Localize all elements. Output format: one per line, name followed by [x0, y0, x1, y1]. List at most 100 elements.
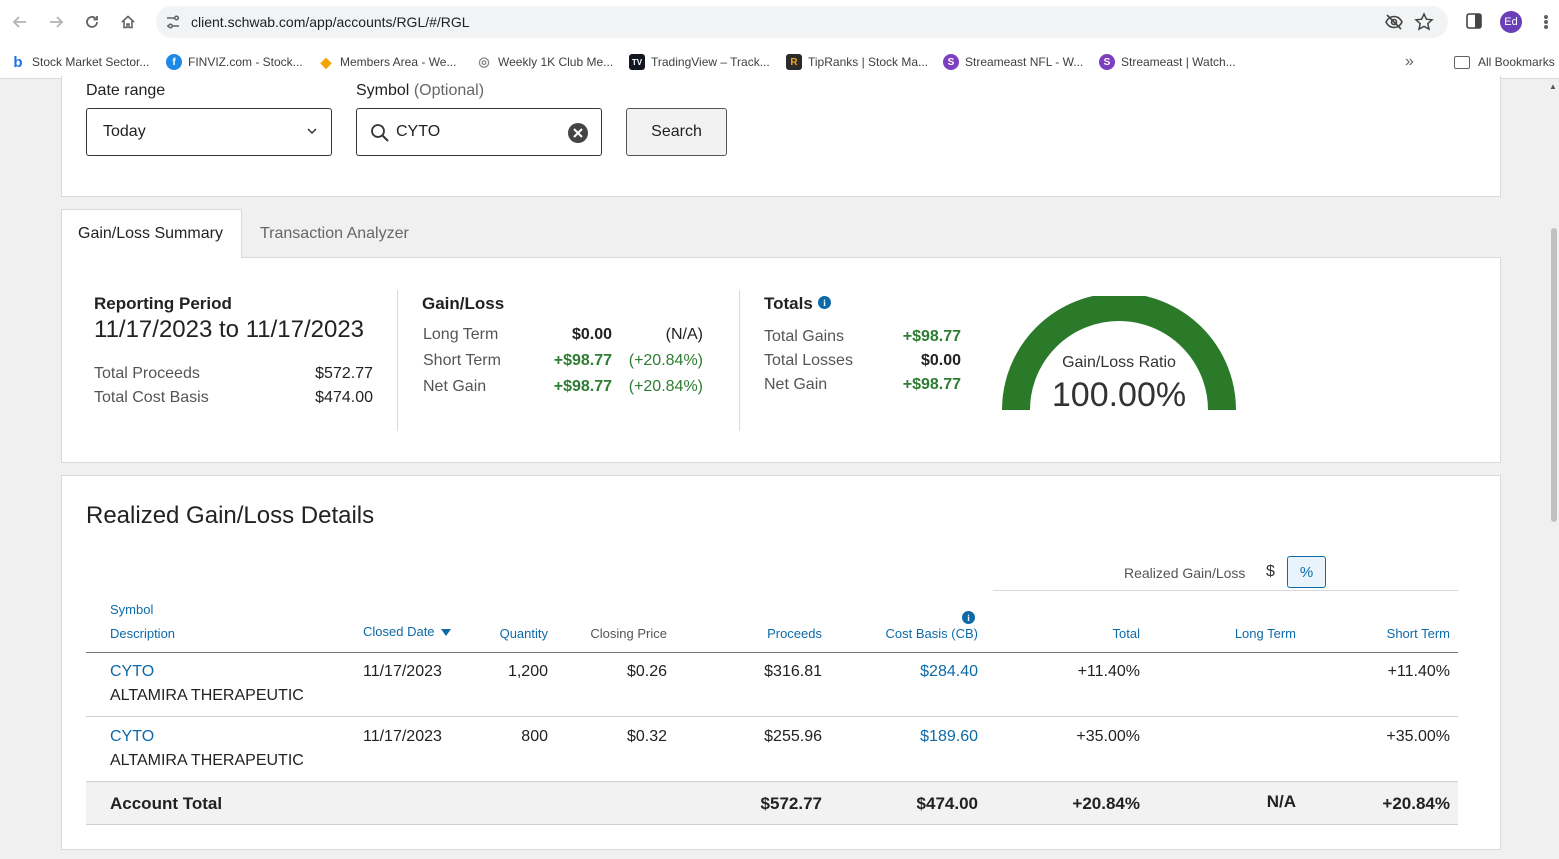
reporting-period-title: Reporting Period: [94, 294, 232, 313]
long-term-pct: (N/A): [665, 326, 703, 343]
scrollbar-thumb[interactable]: [1551, 228, 1557, 522]
reload-icon[interactable]: [80, 10, 104, 34]
chevron-down-icon: [307, 128, 317, 135]
row-description: ALTAMIRA THERAPEUTIC: [110, 752, 304, 769]
header-quantity[interactable]: Quantity: [499, 626, 548, 641]
url-text: client.schwab.com/app/accounts/RGL/#/RGL: [191, 14, 470, 30]
site-settings-icon[interactable]: [164, 13, 182, 31]
header-symbol[interactable]: Symbol: [110, 602, 154, 617]
gauge-value: 100.00%: [1051, 376, 1187, 414]
row-symbol-link[interactable]: CYTO: [110, 663, 155, 680]
bookmark-label: Weekly 1K Club Me...: [498, 55, 614, 69]
address-bar[interactable]: client.schwab.com/app/accounts/RGL/#/RGL: [156, 6, 1448, 38]
row-total: +11.40%: [1077, 663, 1140, 680]
total-cost-basis-value: $474.00: [315, 389, 373, 406]
side-panel-icon[interactable]: [1465, 12, 1483, 30]
bookmark-item[interactable]: ◎ Weekly 1K Club Me...: [476, 52, 613, 72]
clear-icon[interactable]: [567, 122, 589, 144]
tipranks-icon: R: [786, 54, 802, 70]
header-divider: [86, 652, 1458, 653]
row-cost-basis-link[interactable]: $189.60: [920, 728, 978, 745]
short-term-label: Short Term: [423, 352, 501, 369]
date-range-label: Date range: [86, 82, 166, 99]
tab-gain-loss-summary[interactable]: Gain/Loss Summary: [61, 209, 242, 258]
toggle-dollar-button[interactable]: $: [1266, 563, 1275, 580]
bookmark-label: Streameast | Watch...: [1121, 55, 1236, 69]
search-button[interactable]: Search: [626, 108, 727, 156]
total-losses-value: $0.00: [920, 352, 961, 369]
members-icon: ◆: [318, 54, 334, 70]
browser-menu-icon[interactable]: [1538, 11, 1554, 33]
symbol-input-value: CYTO: [396, 123, 441, 140]
bookmark-item[interactable]: S Streameast | Watch...: [1099, 52, 1236, 72]
toggle-percent-button[interactable]: %: [1287, 556, 1326, 588]
account-total-row: Account Total $572.77 $474.00 +20.84% N/…: [86, 782, 1458, 825]
bookmark-item[interactable]: ◆ Members Area - We...: [318, 52, 456, 72]
row-closing-price: $0.26: [626, 663, 667, 680]
gain-loss-title: Gain/Loss: [422, 294, 505, 313]
tab-transaction-analyzer[interactable]: Transaction Analyzer: [260, 224, 409, 242]
eye-slash-icon[interactable]: [1384, 13, 1404, 31]
row-symbol-link[interactable]: CYTO: [110, 728, 155, 745]
row-divider: [86, 716, 1458, 717]
bookmark-item[interactable]: TV TradingView – Track...: [629, 52, 770, 72]
totals-title: Totals: [764, 294, 813, 313]
date-range-value: Today: [103, 123, 146, 140]
bookmark-star-icon[interactable]: [1414, 12, 1434, 32]
header-closed-date[interactable]: Closed Date: [363, 624, 451, 639]
header-cost-basis[interactable]: Cost Basis (CB): [885, 626, 978, 641]
bing-icon: b: [10, 54, 26, 71]
header-short-term[interactable]: Short Term: [1386, 626, 1450, 641]
bookmark-label: TipRanks | Stock Ma...: [808, 55, 929, 69]
bookmark-label: Streameast NFL - W...: [965, 55, 1084, 69]
row-divider: [86, 781, 1458, 782]
total-gains-label: Total Gains: [764, 328, 845, 345]
total-gains-value: +$98.77: [902, 328, 961, 345]
net-gain-value: +$98.77: [553, 378, 612, 395]
bookmark-item[interactable]: R TipRanks | Stock Ma...: [786, 52, 928, 72]
home-icon[interactable]: [116, 10, 140, 34]
net-gain-pct: (+20.84%): [628, 378, 703, 395]
short-term-pct: (+20.84%): [628, 352, 703, 369]
tradingview-icon: TV: [629, 54, 645, 70]
header-long-term[interactable]: Long Term: [1234, 626, 1296, 641]
bookmark-item[interactable]: b Stock Market Sector...: [10, 52, 149, 72]
account-total-cost-basis: $474.00: [916, 794, 978, 813]
long-term-value: $0.00: [571, 326, 612, 343]
bookmark-label: Members Area - We...: [340, 55, 457, 69]
details-title: Realized Gain/Loss Details: [86, 502, 375, 529]
scroll-up-icon[interactable]: ▲: [1549, 82, 1557, 91]
row-cost-basis-link[interactable]: $284.40: [920, 663, 978, 680]
row-closed-date: 11/17/2023: [363, 663, 442, 680]
all-bookmarks-button[interactable]: All Bookmarks: [1454, 52, 1555, 72]
row-quantity: 800: [521, 728, 548, 745]
streameast-icon: S: [943, 54, 959, 70]
info-icon[interactable]: i: [962, 611, 975, 624]
search-icon: [371, 124, 389, 142]
bookmark-label: TradingView – Track...: [651, 55, 770, 69]
account-total-long-term: N/A: [1266, 792, 1296, 811]
net-gain-label: Net Gain: [423, 378, 487, 395]
short-term-value: +$98.77: [553, 352, 612, 369]
header-total[interactable]: Total: [1112, 626, 1140, 641]
date-range-select[interactable]: Today: [86, 108, 332, 156]
bookmark-item[interactable]: S Streameast NFL - W...: [943, 52, 1083, 72]
totals-net-gain-value: +$98.77: [902, 376, 961, 393]
row-proceeds: $255.96: [764, 728, 822, 745]
row-closed-date: 11/17/2023: [363, 728, 442, 745]
forward-icon[interactable]: [44, 10, 68, 34]
header-proceeds[interactable]: Proceeds: [767, 626, 822, 641]
account-total-proceeds: $572.77: [760, 794, 822, 813]
header-description[interactable]: Description: [110, 626, 176, 641]
bookmark-item[interactable]: f FINVIZ.com - Stock...: [166, 52, 303, 72]
sort-desc-icon: [440, 629, 451, 637]
profile-avatar[interactable]: Ed: [1500, 11, 1522, 33]
more-bookmarks-icon[interactable]: »: [1405, 53, 1414, 70]
divider: [739, 290, 740, 431]
account-total-gain: +20.84%: [1072, 794, 1140, 813]
streameast-icon: S: [1099, 54, 1115, 70]
symbol-input[interactable]: CYTO: [356, 108, 602, 156]
back-icon[interactable]: [8, 10, 32, 34]
row-description: ALTAMIRA THERAPEUTIC: [110, 687, 304, 704]
info-icon[interactable]: i: [818, 296, 831, 309]
